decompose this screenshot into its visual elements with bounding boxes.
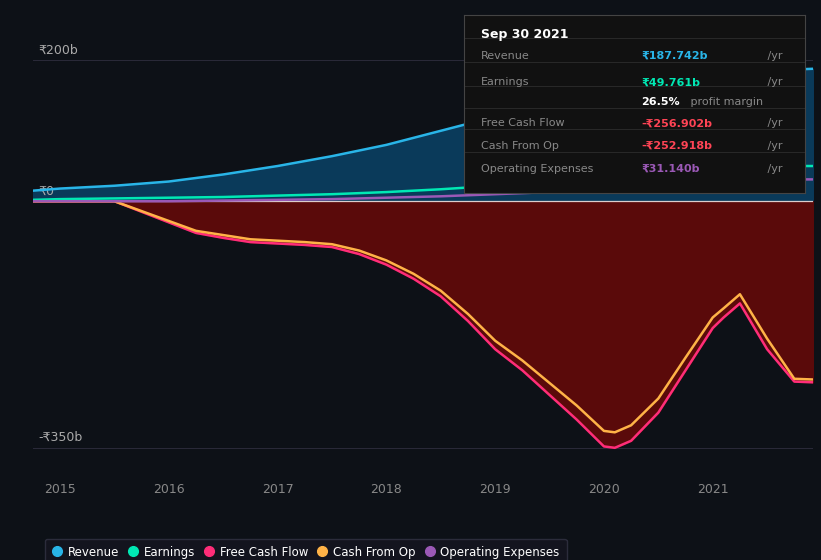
Text: Revenue: Revenue [481,51,530,60]
Text: 26.5%: 26.5% [641,97,680,107]
Text: /yr: /yr [764,164,782,174]
Text: /yr: /yr [764,141,782,151]
Text: ₹31.140b: ₹31.140b [641,164,699,174]
Text: /yr: /yr [764,77,782,87]
Text: ₹200b: ₹200b [39,44,78,57]
Text: ₹187.742b: ₹187.742b [641,51,708,60]
Text: /yr: /yr [764,51,782,60]
Text: profit margin: profit margin [687,97,764,107]
Text: ₹49.761b: ₹49.761b [641,77,700,87]
Text: Operating Expenses: Operating Expenses [481,164,594,174]
Text: Earnings: Earnings [481,77,530,87]
Text: -₹256.902b: -₹256.902b [641,118,712,128]
Text: Free Cash Flow: Free Cash Flow [481,118,565,128]
Legend: Revenue, Earnings, Free Cash Flow, Cash From Op, Operating Expenses: Revenue, Earnings, Free Cash Flow, Cash … [45,539,566,560]
Text: Sep 30 2021: Sep 30 2021 [481,29,568,41]
Text: /yr: /yr [764,118,782,128]
Text: ₹0: ₹0 [39,185,54,198]
Text: Cash From Op: Cash From Op [481,141,559,151]
Text: -₹252.918b: -₹252.918b [641,141,712,151]
Text: -₹350b: -₹350b [39,431,83,444]
